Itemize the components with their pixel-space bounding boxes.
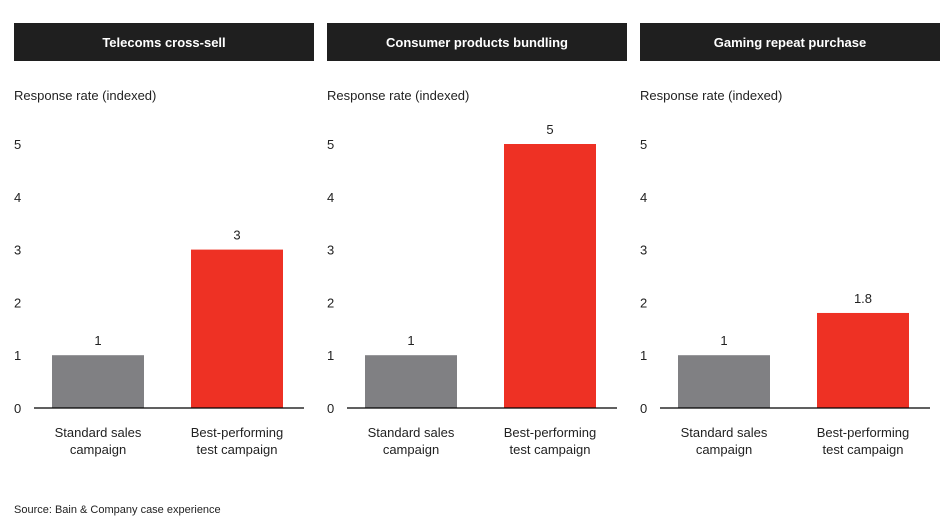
bar-value-label: 3 [233, 228, 240, 243]
x-category-label: Standard sales [368, 425, 455, 440]
x-category-label: Best-performing [191, 425, 283, 440]
y-tick-label: 5 [14, 137, 21, 152]
x-category-label: Standard sales [55, 425, 142, 440]
y-tick-label: 2 [640, 295, 647, 310]
bar-value-label: 1 [407, 333, 414, 348]
y-tick-label: 3 [14, 243, 21, 258]
y-tick-label: 4 [640, 190, 647, 205]
bar-best-performing [817, 312, 909, 408]
bar-best-performing [191, 249, 283, 408]
y-tick-label: 0 [14, 401, 21, 416]
bar-value-label: 1 [720, 333, 727, 348]
x-category-label: campaign [70, 442, 126, 457]
chart-panel-consumer-products: Consumer products bundling Response rate… [327, 0, 627, 470]
bar-chart-telecoms: 0 1 2 3 4 5 1 Standard sales campaign 3 Best-perfo… [14, 137, 304, 457]
bar-standard [678, 355, 770, 408]
bar-value-label: 5 [546, 122, 553, 137]
y-axis-label: Response rate (indexed) [640, 88, 783, 103]
bar-chart-consumer-products: 0 1 2 3 4 5 1 Standard sales campaign 5 Best-perfo… [327, 122, 617, 457]
chart-panel-telecoms: Telecoms cross-sell Response rate (index… [14, 0, 314, 470]
y-axis-label: Response rate (indexed) [14, 88, 157, 103]
bar-value-label: 1 [94, 333, 101, 348]
x-category-label: Standard sales [681, 425, 768, 440]
y-tick-label: 0 [327, 401, 334, 416]
y-tick-label: 4 [327, 190, 334, 205]
bar-standard [52, 355, 144, 408]
y-tick-label: 1 [640, 348, 647, 363]
bar-best-performing [504, 144, 596, 408]
x-category-label: campaign [696, 442, 752, 457]
y-tick-label: 3 [640, 243, 647, 258]
y-tick-label: 1 [14, 348, 21, 363]
source-note: Source: Bain & Company case experience [14, 504, 221, 516]
chart-panel-gaming: Gaming repeat purchase Response rate (in… [640, 0, 940, 470]
x-category-label: campaign [383, 442, 439, 457]
bar-value-label: 1.8 [854, 291, 872, 306]
x-category-label: test campaign [510, 442, 591, 457]
x-category-label: test campaign [823, 442, 904, 457]
y-tick-label: 1 [327, 348, 334, 363]
chart-title: Consumer products bundling [327, 23, 627, 61]
y-tick-label: 3 [327, 243, 334, 258]
bar-standard [365, 355, 457, 408]
y-tick-label: 2 [14, 295, 21, 310]
x-category-label: Best-performing [817, 425, 909, 440]
y-tick-label: 5 [327, 137, 334, 152]
chart-title: Telecoms cross-sell [14, 23, 314, 61]
y-tick-label: 5 [640, 137, 647, 152]
y-tick-label: 0 [640, 401, 647, 416]
y-tick-label: 4 [14, 190, 21, 205]
x-category-label: test campaign [197, 442, 278, 457]
chart-title: Gaming repeat purchase [640, 23, 940, 61]
bar-chart-gaming: 0 1 2 3 4 5 1 Standard sales campaign 1.8 Best-per… [640, 137, 930, 457]
x-category-label: Best-performing [504, 425, 596, 440]
y-tick-label: 2 [327, 295, 334, 310]
y-axis-label: Response rate (indexed) [327, 88, 470, 103]
